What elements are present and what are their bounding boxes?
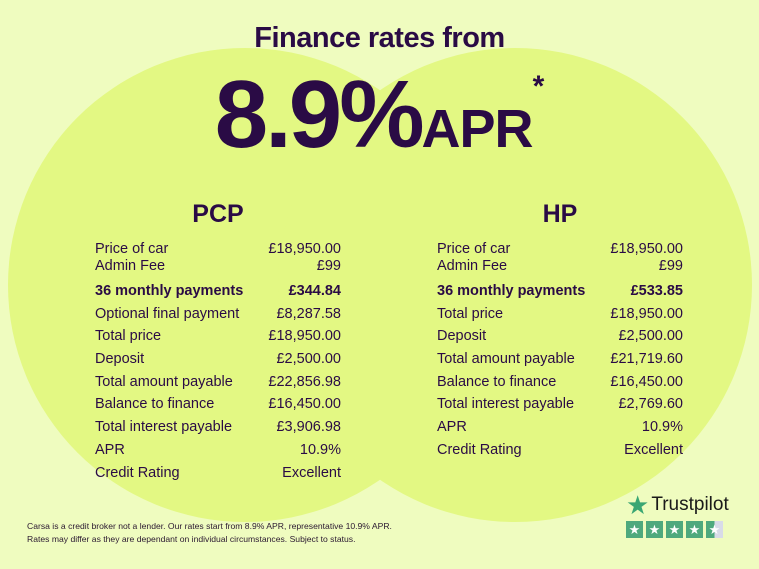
rating-star-icon: ★ xyxy=(626,521,643,538)
row-value: £18,950.00 xyxy=(610,241,683,257)
row-label: Admin Fee xyxy=(95,258,166,274)
row-label: Total price xyxy=(437,305,504,322)
row-value: Excellent xyxy=(282,464,341,481)
row-value: £18,950.00 xyxy=(268,241,341,257)
table-row: Optional final payment £8,287.58 xyxy=(95,303,341,326)
row-value: £2,500.00 xyxy=(276,351,341,368)
headline: Finance rates from xyxy=(254,22,505,54)
row-label: Price of car xyxy=(95,241,169,257)
table-row: Deposit £2,500.00 xyxy=(437,325,683,348)
row-value: £18,950.00 xyxy=(268,328,341,345)
row-label: 36 monthly payments xyxy=(95,283,244,299)
table-row: Total amount payable £21,719.60 xyxy=(437,348,683,371)
table-row: Price of car £18,950.00 xyxy=(437,241,683,258)
rate-suffix: APR xyxy=(421,99,534,159)
table-row: Price of car £18,950.00 xyxy=(95,241,341,258)
table-row: Total amount payable £22,856.98 xyxy=(95,371,341,394)
row-value: Excellent xyxy=(624,441,683,458)
row-value: £2,500.00 xyxy=(618,328,683,345)
row-label: Total interest payable xyxy=(437,396,575,413)
table-row: Admin Fee £99 xyxy=(95,258,341,275)
row-label: Optional final payment xyxy=(95,305,240,322)
row-value: £344.84 xyxy=(288,283,341,299)
asterisk: * xyxy=(532,70,545,103)
row-value: £533.85 xyxy=(630,283,683,299)
disclaimer-line-2: Rates may differ as they are dependant o… xyxy=(27,533,356,544)
row-label: Balance to finance xyxy=(437,373,557,390)
trustpilot-name: Trustpilot xyxy=(651,494,729,515)
row-value: £3,906.98 xyxy=(276,419,341,436)
row-label: Deposit xyxy=(437,328,487,345)
rate-value: 8.9% xyxy=(214,61,425,168)
table-row: Deposit £2,500.00 xyxy=(95,348,341,371)
table-row: Balance to finance £16,450.00 xyxy=(437,371,683,394)
table-row: Credit Rating Excellent xyxy=(95,462,341,485)
row-value: £21,719.60 xyxy=(610,351,683,368)
row-label: Total interest payable xyxy=(95,419,233,436)
rating-star-icon: ★ xyxy=(646,521,663,538)
row-label: 36 monthly payments xyxy=(437,283,586,299)
hp-heading: HP xyxy=(542,200,578,228)
rating-star-icon: ★ xyxy=(686,521,703,538)
row-value: £99 xyxy=(316,258,341,274)
row-value: £22,856.98 xyxy=(268,373,341,390)
table-row: Total price £18,950.00 xyxy=(437,303,683,326)
row-value: £18,950.00 xyxy=(610,305,683,322)
table-row: 36 monthly payments £344.84 xyxy=(95,280,341,303)
row-label: Total price xyxy=(95,328,162,345)
background-circle-right xyxy=(278,48,752,522)
pcp-heading: PCP xyxy=(192,200,244,228)
table-row: Total price £18,950.00 xyxy=(95,325,341,348)
row-label: Admin Fee xyxy=(437,258,508,274)
row-value: £16,450.00 xyxy=(610,373,683,390)
rate-display: 8.9%APR* xyxy=(0,60,759,170)
table-row: 36 monthly payments £533.85 xyxy=(437,280,683,303)
star-icon: ★ xyxy=(626,490,650,520)
rating-star-icon: ★ xyxy=(706,521,723,538)
row-label: Price of car xyxy=(437,241,511,257)
disclaimer: Carsa is a credit broker not a lender. O… xyxy=(27,520,392,545)
table-row: Credit Rating Excellent xyxy=(437,439,683,462)
row-label: Credit Rating xyxy=(437,441,522,458)
row-label: Total amount payable xyxy=(95,373,233,390)
trustpilot-badge: ★ Trustpilot ★ ★ ★ ★ ★ xyxy=(626,490,729,538)
row-label: APR xyxy=(437,419,467,436)
row-label: Total amount payable xyxy=(437,351,575,368)
row-value: £99 xyxy=(658,258,683,274)
row-value: £16,450.00 xyxy=(268,396,341,413)
disclaimer-line-1: Carsa is a credit broker not a lender. O… xyxy=(27,521,392,531)
trustpilot-rating: ★ ★ ★ ★ ★ xyxy=(626,521,729,538)
rating-star-icon: ★ xyxy=(666,521,683,538)
row-label: Deposit xyxy=(95,351,145,368)
table-row: APR 10.9% xyxy=(95,439,341,462)
row-label: APR xyxy=(95,441,125,458)
pcp-section: PCP Price of car £18,950.00 Admin Fee £99 36… xyxy=(95,200,341,484)
row-value: 10.9% xyxy=(299,441,341,458)
table-row: APR 10.9% xyxy=(437,416,683,439)
row-label: Balance to finance xyxy=(95,396,215,413)
table-row: Balance to finance £16,450.00 xyxy=(95,393,341,416)
table-row: Admin Fee £99 xyxy=(437,258,683,275)
row-label: Credit Rating xyxy=(95,464,180,481)
table-row: Total interest payable £3,906.98 xyxy=(95,416,341,439)
table-row: Total interest payable £2,769.60 xyxy=(437,393,683,416)
row-value: 10.9% xyxy=(641,419,683,436)
row-value: £8,287.58 xyxy=(276,305,341,322)
row-value: £2,769.60 xyxy=(618,396,683,413)
hp-section: HP Price of car £18,950.00 Admin Fee £99 36 … xyxy=(437,200,683,462)
